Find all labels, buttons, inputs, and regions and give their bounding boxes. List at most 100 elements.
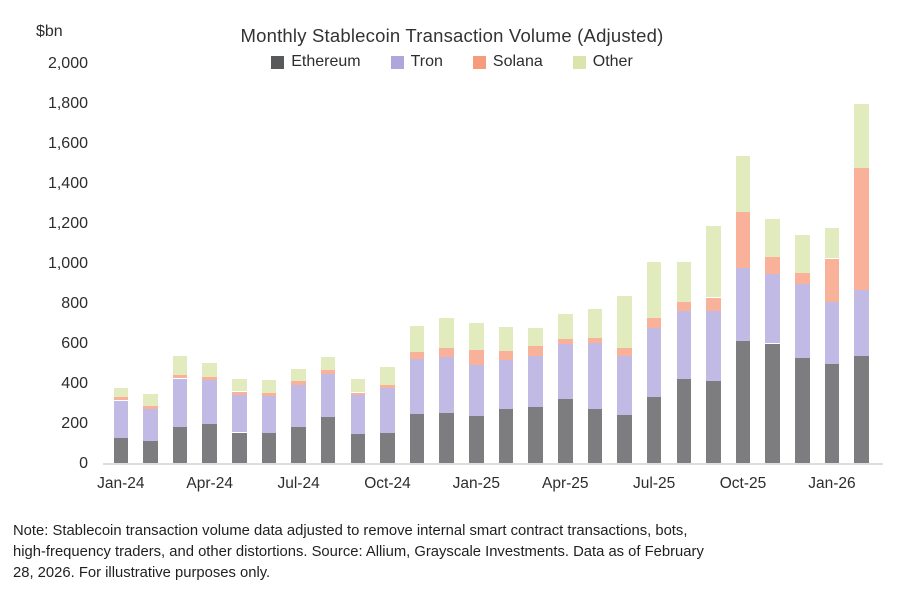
bar-segment-other bbox=[291, 369, 306, 381]
bar-segment-ethereum bbox=[617, 414, 632, 464]
bar-segment-other bbox=[380, 367, 395, 385]
bar-segment-tron bbox=[824, 301, 840, 364]
bar-segment-other bbox=[795, 234, 810, 273]
bar-segment-solana bbox=[558, 339, 573, 345]
bar-segment-other bbox=[261, 379, 277, 394]
bar-segment-solana bbox=[291, 380, 306, 385]
bar-segment-ethereum bbox=[558, 399, 573, 464]
y-tick-label: 0 bbox=[79, 454, 88, 472]
bar-segment-solana bbox=[172, 375, 188, 379]
y-tick-label: 1,800 bbox=[47, 94, 88, 112]
x-tick-label: Jul-24 bbox=[277, 475, 320, 492]
footnote-line: Note: Stablecoin transaction volume data… bbox=[13, 523, 688, 539]
footnote-line: high-frequency traders, and other distor… bbox=[13, 544, 704, 560]
chart-legend: Ethereum Tron Solana Other bbox=[0, 53, 904, 71]
legend-label: Ethereum bbox=[291, 53, 361, 70]
legend-swatch-other bbox=[572, 55, 586, 69]
bar-segment-other bbox=[646, 261, 662, 319]
x-tick-label: Apr-24 bbox=[186, 475, 233, 492]
bar-segment-other bbox=[765, 218, 780, 257]
bar-segment-solana bbox=[409, 351, 425, 360]
bar-segment-solana bbox=[646, 318, 662, 329]
bar-segment-tron bbox=[469, 364, 484, 416]
chart-title: Monthly Stablecoin Transaction Volume (A… bbox=[240, 25, 664, 46]
bar-segment-other bbox=[469, 323, 484, 350]
legend-label: Solana bbox=[492, 53, 543, 70]
bar-segment-other bbox=[824, 228, 840, 259]
bar-segment-other bbox=[350, 378, 366, 393]
bar-segment-solana bbox=[380, 384, 395, 388]
y-tick-label: 400 bbox=[61, 374, 88, 392]
bar-segment-solana bbox=[676, 301, 692, 311]
legend-item-ethereum: Ethereum bbox=[271, 53, 361, 71]
bar-segment-ethereum bbox=[350, 433, 366, 464]
bar-segment-tron bbox=[202, 379, 217, 425]
bar-segment-other bbox=[528, 328, 543, 347]
bar-segment-tron bbox=[676, 310, 692, 380]
bar-segment-ethereum bbox=[528, 406, 543, 464]
bar-segment-solana bbox=[320, 369, 336, 375]
y-tick-label: 1,600 bbox=[47, 134, 88, 152]
bar-segment-tron bbox=[706, 310, 721, 381]
bar-segment-solana bbox=[617, 348, 632, 356]
bar-segment-tron bbox=[617, 355, 632, 415]
bar-segment-ethereum bbox=[380, 432, 395, 464]
bar-segment-ethereum bbox=[854, 355, 869, 464]
bar-segment-tron bbox=[113, 400, 129, 438]
y-tick-label: 800 bbox=[61, 294, 88, 312]
x-tick-label: Jan-25 bbox=[452, 475, 501, 492]
bar-segment-solana bbox=[795, 272, 810, 285]
bar-segment-tron bbox=[439, 356, 454, 414]
y-tick-label: 600 bbox=[61, 334, 88, 352]
bar-segment-tron bbox=[795, 284, 810, 359]
bar-segment-other bbox=[409, 325, 425, 352]
legend-item-other: Other bbox=[572, 53, 633, 71]
bar-segment-ethereum bbox=[676, 379, 692, 464]
bar-segment-other bbox=[202, 362, 217, 377]
x-tick-label: Jul-25 bbox=[633, 475, 676, 492]
x-tick-label: Apr-25 bbox=[541, 475, 589, 492]
bar-segment-solana bbox=[854, 167, 869, 290]
x-tick-label: Jan-26 bbox=[808, 475, 856, 492]
footnote-line: 28, 2026. For illustrative purposes only… bbox=[13, 565, 271, 581]
bar-segment-tron bbox=[261, 395, 277, 434]
x-axis-line bbox=[103, 463, 883, 465]
bar-segment-ethereum bbox=[439, 413, 454, 464]
bar-segment-tron bbox=[646, 328, 662, 397]
bar-segment-solana bbox=[113, 396, 129, 401]
bar-segment-solana bbox=[469, 349, 484, 365]
bar-segment-other bbox=[113, 387, 129, 397]
bar-segment-tron bbox=[143, 409, 158, 441]
legend-item-tron: Tron bbox=[390, 53, 443, 71]
bar-segment-tron bbox=[320, 374, 336, 417]
bar-segment-solana bbox=[706, 297, 721, 311]
bar-segment-ethereum bbox=[498, 409, 514, 464]
x-tick-label: Jan-24 bbox=[97, 475, 145, 492]
bar-segment-tron bbox=[350, 394, 366, 434]
bar-segment-other bbox=[676, 261, 692, 302]
bar-segment-ethereum bbox=[795, 358, 810, 464]
bar-segment-tron bbox=[291, 384, 306, 427]
bar-segment-solana bbox=[350, 392, 366, 395]
bar-segment-solana bbox=[439, 348, 454, 357]
bar-segment-ethereum bbox=[232, 432, 247, 464]
legend-label: Tron bbox=[410, 53, 443, 70]
bar-segment-tron bbox=[172, 378, 188, 427]
bar-segment-other bbox=[498, 326, 514, 351]
bar-segment-ethereum bbox=[320, 416, 336, 464]
bar-segment-ethereum bbox=[143, 440, 158, 464]
bar-segment-other bbox=[558, 314, 573, 340]
legend-item-solana: Solana bbox=[472, 53, 543, 71]
y-tick-label: 1,200 bbox=[47, 214, 88, 232]
bar-segment-ethereum bbox=[765, 343, 780, 464]
bar-segment-solana bbox=[528, 346, 543, 357]
bar-segment-ethereum bbox=[824, 363, 840, 464]
bar-segment-ethereum bbox=[409, 414, 425, 464]
bar-segment-ethereum bbox=[735, 340, 751, 464]
legend-swatch-tron bbox=[390, 55, 404, 69]
bar-segment-other bbox=[172, 356, 188, 376]
bar-segment-ethereum bbox=[469, 415, 484, 464]
bar-segment-tron bbox=[587, 343, 603, 410]
bar-segment-other bbox=[143, 394, 158, 406]
